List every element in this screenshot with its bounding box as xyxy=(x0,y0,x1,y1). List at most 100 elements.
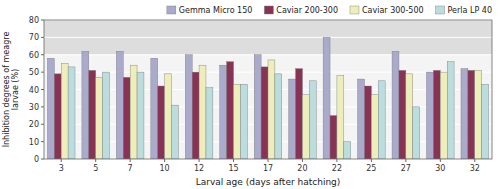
x-tick-label: 22 xyxy=(332,164,342,173)
bar xyxy=(275,74,282,159)
x-tick-label: 17 xyxy=(263,164,273,173)
legend-swatch xyxy=(350,6,359,14)
bar xyxy=(96,77,103,159)
bar xyxy=(61,63,68,159)
x-tick-label: 3 xyxy=(59,164,64,173)
legend-item: Caviar 200-300 xyxy=(264,6,338,15)
bar xyxy=(137,72,144,159)
legend: Gemma Micro 150 Caviar 200-300 Caviar 300-… xyxy=(167,6,492,15)
bar xyxy=(199,65,206,159)
y-tick xyxy=(41,159,44,160)
bar xyxy=(330,116,337,159)
bar xyxy=(123,77,130,159)
bar xyxy=(461,69,468,159)
bar xyxy=(468,70,475,159)
bar xyxy=(254,55,261,159)
x-tick xyxy=(371,159,372,162)
x-tick-label: 15 xyxy=(228,164,238,173)
bar xyxy=(240,84,247,159)
x-tick xyxy=(164,159,165,162)
bar xyxy=(337,76,344,159)
bar xyxy=(344,142,351,159)
x-tick xyxy=(268,159,269,162)
legend-item: Perla LP 40 xyxy=(436,6,492,15)
x-tick-label: 32 xyxy=(470,164,480,173)
y-axis-label-line: larvae (%) xyxy=(11,69,20,110)
bar xyxy=(399,70,406,159)
legend-swatch xyxy=(436,6,445,14)
x-tick xyxy=(61,159,62,162)
bar xyxy=(103,72,110,159)
bar xyxy=(261,67,268,159)
x-tick xyxy=(336,159,337,162)
plot-background xyxy=(44,20,492,159)
y-tick xyxy=(41,89,44,90)
bar xyxy=(309,81,316,159)
y-tick xyxy=(41,72,44,73)
y-tick xyxy=(41,37,44,38)
legend-label: Perla LP 40 xyxy=(448,6,492,15)
legend-label: Gemma Micro 150 xyxy=(179,6,253,15)
x-tick xyxy=(130,159,131,162)
bar xyxy=(54,74,61,159)
bar xyxy=(185,55,192,159)
bar xyxy=(392,51,399,159)
legend-swatch xyxy=(167,6,176,14)
x-tick xyxy=(95,159,96,162)
bar xyxy=(427,72,434,159)
bar xyxy=(482,84,489,159)
x-tick-label: 20 xyxy=(297,164,307,173)
x-tick-label: 10 xyxy=(160,164,170,173)
bar xyxy=(323,37,330,159)
grid-line xyxy=(44,54,492,55)
bar xyxy=(371,95,378,159)
legend-item: Gemma Micro 150 xyxy=(167,6,253,15)
x-tick xyxy=(233,159,234,162)
x-tick-label: 7 xyxy=(128,164,133,173)
bar xyxy=(89,70,96,159)
bar xyxy=(447,62,454,159)
bars xyxy=(47,37,488,159)
x-tick-label: 27 xyxy=(401,164,411,173)
y-axis-label: Inhibition degrees of meagrelarvae (%) xyxy=(2,32,20,148)
grid-line xyxy=(44,37,492,38)
legend-swatch xyxy=(264,6,273,14)
x-tick xyxy=(199,159,200,162)
chart: 0102030405060708035710121517202225273032… xyxy=(0,0,500,189)
legend-label: Caviar 300-500 xyxy=(362,6,424,15)
legend-label: Caviar 200-300 xyxy=(276,6,338,15)
bar xyxy=(433,70,440,159)
bar xyxy=(289,79,296,159)
bar xyxy=(68,67,75,159)
bar xyxy=(364,86,371,159)
bar xyxy=(227,62,234,159)
bar xyxy=(358,79,365,159)
bar xyxy=(378,81,385,159)
bar xyxy=(475,70,482,159)
bar xyxy=(220,65,227,159)
bar xyxy=(296,69,303,159)
y-tick-label: 40 xyxy=(29,86,39,95)
y-tick xyxy=(41,124,44,125)
y-tick xyxy=(41,141,44,142)
y-axis-label-line: Inhibition degrees of meagre xyxy=(2,32,11,148)
bar xyxy=(151,58,158,159)
bar xyxy=(116,51,123,159)
x-tick-label: 25 xyxy=(366,164,376,173)
y-tick-label: 10 xyxy=(29,138,39,147)
bar xyxy=(206,88,213,159)
x-tick-label: 5 xyxy=(93,164,98,173)
y-tick xyxy=(41,54,44,55)
bar xyxy=(192,72,199,159)
bar xyxy=(158,86,165,159)
shaded-region xyxy=(44,20,492,55)
bar xyxy=(234,84,241,159)
bar xyxy=(406,74,413,159)
bar xyxy=(172,105,179,159)
y-tick-label: 60 xyxy=(29,51,39,60)
y-tick-label: 80 xyxy=(29,16,39,25)
bar xyxy=(440,72,447,159)
bar xyxy=(82,51,89,159)
bar xyxy=(165,74,172,159)
plot-frame xyxy=(44,20,492,159)
